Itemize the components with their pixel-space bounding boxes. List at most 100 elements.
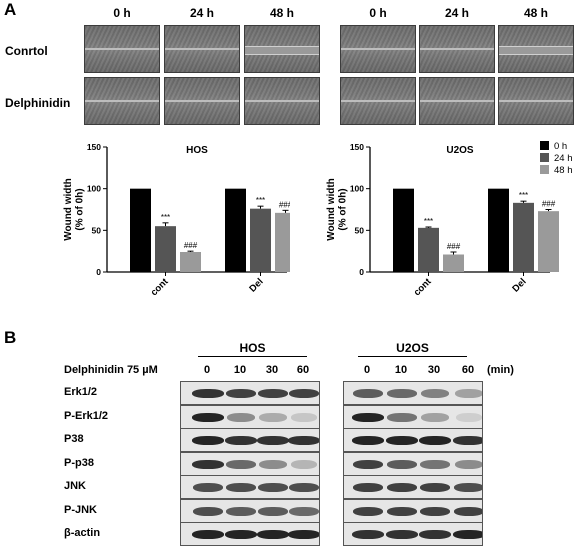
micrograph-hos-control-24h <box>164 25 240 73</box>
header-left-0h: 0 h <box>113 6 131 20</box>
micrograph-u2os-control-0h <box>340 25 416 73</box>
blot-strip-hos <box>180 498 320 523</box>
x-tick-label: cont <box>149 276 172 299</box>
blot-band <box>352 436 384 445</box>
blot-band <box>419 436 451 445</box>
bar <box>225 188 246 272</box>
legend-label: 24 h <box>554 153 573 164</box>
blot-band <box>289 506 319 516</box>
blot-strip-u2os <box>343 381 483 405</box>
blot-strip-u2os <box>343 404 483 429</box>
bar <box>130 188 151 272</box>
bar <box>488 188 509 272</box>
blot-band <box>257 436 289 445</box>
blot-timepoint-hos: 0 <box>203 364 211 376</box>
bar <box>155 226 176 272</box>
blot-band <box>352 483 384 492</box>
blot-strip-hos <box>180 381 320 405</box>
significance-label: *** <box>519 191 528 200</box>
blot-timepoint-hos: 60 <box>296 364 310 376</box>
y-tick-label: 150 <box>350 142 364 152</box>
panel-b-label: B <box>4 328 17 347</box>
blot-band <box>419 530 451 539</box>
blot-band <box>192 483 224 492</box>
blot-band <box>288 483 319 492</box>
legend-swatch <box>540 141 549 150</box>
blot-band <box>386 483 418 492</box>
blot-band <box>455 389 482 398</box>
blot-band <box>257 530 289 539</box>
protein-label: P-JNK <box>64 503 98 516</box>
blot-strip-u2os <box>343 498 483 523</box>
micrograph-hos-del-0h <box>84 77 160 125</box>
y-tick-label: 50 <box>92 225 102 235</box>
micrograph-u2os-del-0h <box>340 77 416 125</box>
blot-band <box>192 530 224 539</box>
legend-swatch <box>540 165 549 174</box>
blot-band <box>259 412 287 422</box>
blot-timepoint-hos: 30 <box>265 364 279 376</box>
y-tick-label: 0 <box>359 267 364 277</box>
legend-swatch <box>540 153 549 162</box>
blot-band <box>454 459 482 469</box>
blot-band <box>226 459 256 469</box>
protein-label: JNK <box>64 480 87 492</box>
y-axis-label: Wound width(% of 0h) <box>326 178 349 241</box>
blot-band <box>225 389 257 398</box>
blot-timepoint-hos: 10 <box>233 364 247 376</box>
blot-band <box>352 506 384 516</box>
blot-band <box>387 389 417 398</box>
bar <box>443 254 464 272</box>
treatment-label: Delphinidin 75 µM <box>64 364 158 376</box>
row-label-control: Conrtol <box>5 44 48 58</box>
blot-band <box>288 389 319 398</box>
blot-band <box>453 436 482 445</box>
blot-band <box>290 459 318 469</box>
micrograph-hos-control-0h <box>84 25 160 73</box>
blot-band <box>257 389 289 398</box>
blot-band <box>387 412 417 422</box>
significance-label: ### <box>542 200 556 209</box>
blot-band <box>225 530 257 539</box>
blot-band <box>225 483 257 492</box>
blot-band <box>419 506 451 516</box>
blot-unit-label: (min) <box>487 364 514 376</box>
y-tick-label: 100 <box>87 184 101 194</box>
blot-band <box>226 506 256 516</box>
blot-band <box>419 483 451 492</box>
panel-a-label: A <box>4 0 17 19</box>
blot-band <box>291 412 317 422</box>
protein-label: Erk1/2 <box>64 386 98 398</box>
blot-band <box>192 436 224 445</box>
blot-strip-hos <box>180 404 320 429</box>
significance-label: *** <box>161 213 170 222</box>
blot-timepoint-u2os: 0 <box>363 364 371 376</box>
bar <box>180 252 201 272</box>
blot-strip-hos <box>180 451 320 476</box>
y-axis-label-line: (% of 0h) <box>338 188 349 230</box>
row-label-delphinidin: Delphinidin <box>5 96 71 110</box>
blot-band <box>386 506 418 516</box>
significance-label: *** <box>424 217 433 226</box>
micrograph-u2os-control-48h <box>498 25 574 73</box>
blot-timepoint-u2os: 30 <box>427 364 441 376</box>
blot-band <box>353 389 383 398</box>
blot-group-hos: HOS <box>239 341 266 355</box>
micrograph-u2os-del-24h <box>419 77 495 125</box>
x-tick-label: cont <box>412 276 435 299</box>
blot-band <box>192 412 224 422</box>
significance-label: ### <box>447 242 461 251</box>
blot-band <box>386 436 418 445</box>
blot-band <box>352 459 384 469</box>
blot-band <box>420 389 450 398</box>
blot-band <box>258 506 288 516</box>
significance-label: ### <box>279 200 290 209</box>
blot-band <box>258 459 288 469</box>
header-right-0h: 0 h <box>369 6 387 20</box>
y-axis-label-line: Wound width <box>326 178 337 241</box>
y-tick-label: 100 <box>350 184 364 194</box>
blot-band <box>192 506 224 516</box>
chart-title: U2OS <box>446 145 474 156</box>
bar <box>275 212 290 272</box>
blot-band <box>420 459 450 469</box>
